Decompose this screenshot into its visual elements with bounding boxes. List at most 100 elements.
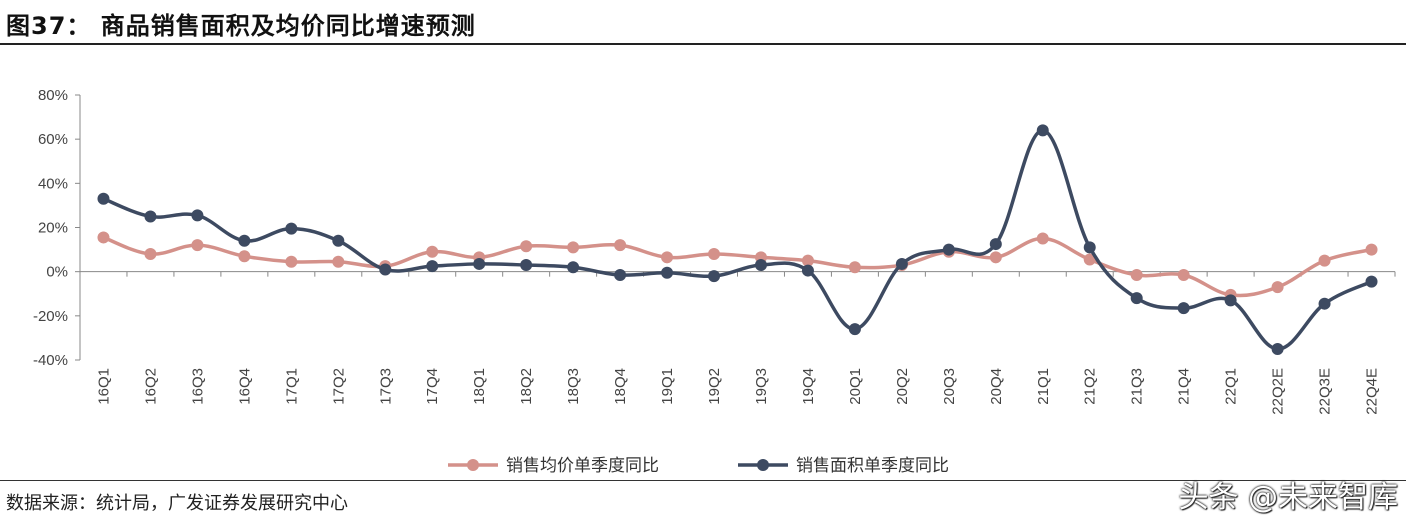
data-point — [1318, 297, 1331, 310]
data-point — [708, 270, 721, 283]
x-tick-label: 20Q3 — [941, 368, 958, 405]
x-tick-label: 16Q1 — [95, 368, 112, 405]
x-tick-label: 18Q3 — [565, 368, 582, 405]
y-tick-label: 80% — [38, 87, 68, 104]
x-tick-label: 18Q2 — [518, 368, 535, 405]
data-point — [97, 192, 110, 205]
data-point — [191, 239, 204, 252]
legend: 销售均价单季度同比 销售面积单季度同比 — [448, 456, 949, 476]
x-tick-label: 21Q1 — [1035, 368, 1052, 405]
title-divider — [0, 43, 1406, 45]
data-point — [1083, 241, 1096, 254]
data-point — [1130, 292, 1143, 305]
data-point — [1365, 243, 1378, 256]
x-tick-label: 17Q3 — [377, 368, 394, 405]
legend-item: 销售面积单季度同比 — [738, 456, 949, 476]
line-chart: -40%-20%0%20%40%60%80% 16Q1 16Q2 16Q3 16Q4 1… — [33, 87, 1396, 476]
x-tick-label: 17Q2 — [330, 368, 347, 405]
data-point — [801, 254, 814, 267]
data-point — [989, 251, 1002, 264]
x-tick-label: 22Q3E — [1317, 368, 1334, 415]
data-point — [144, 210, 157, 223]
y-tick-label: 40% — [38, 175, 68, 192]
data-point — [1083, 253, 1096, 266]
x-tick-label: 17Q4 — [424, 368, 441, 405]
x-tick-label: 19Q2 — [706, 368, 723, 405]
data-point — [1271, 342, 1284, 355]
x-tick-label: 18Q4 — [612, 368, 629, 405]
data-point — [426, 260, 439, 273]
data-point — [473, 257, 486, 270]
x-tick-label: 21Q3 — [1129, 368, 1146, 405]
data-point — [285, 222, 298, 235]
x-tick-label: 20Q2 — [894, 368, 911, 405]
data-point — [801, 264, 814, 277]
x-tick-label: 21Q2 — [1082, 368, 1099, 405]
x-tick-label: 19Q3 — [753, 368, 770, 405]
x-tick-label: 20Q1 — [847, 368, 864, 405]
y-tick-label: 20% — [38, 220, 68, 237]
data-point — [848, 323, 861, 336]
y-axis: -40% -20% 0% 20% 40% 60% 80% — [33, 87, 81, 369]
data-point — [942, 243, 955, 256]
data-point — [1224, 294, 1237, 307]
data-point — [238, 250, 251, 263]
x-tick-label: 19Q1 — [659, 368, 676, 405]
data-point — [426, 245, 439, 258]
legend-label: 销售面积单季度同比 — [796, 456, 949, 476]
data-point — [989, 238, 1002, 251]
data-point — [238, 234, 251, 247]
data-point — [567, 261, 580, 274]
source-note: 数据来源：统计局，广发证券发展研究中心 — [6, 493, 348, 514]
data-point — [848, 261, 861, 274]
series-layer — [97, 124, 1378, 355]
data-point — [614, 239, 627, 252]
data-point — [1036, 232, 1049, 245]
y-tick-label: -40% — [33, 352, 68, 369]
data-point — [1177, 268, 1190, 281]
data-point — [1177, 302, 1190, 315]
x-tick-label: 22Q2E — [1270, 368, 1287, 415]
data-point — [1365, 275, 1378, 288]
watermark: 头条 @未来智库 — [1178, 480, 1398, 515]
legend-swatch-marker — [757, 459, 769, 471]
y-tick-label: 0% — [46, 264, 68, 281]
x-tick-label: 18Q1 — [471, 368, 488, 405]
figure-title: 图37： 商品销售面积及均价同比增速预测 — [6, 12, 476, 40]
data-point — [1271, 281, 1284, 294]
data-point — [520, 240, 533, 253]
data-point — [285, 255, 298, 268]
series-2 — [97, 124, 1378, 355]
data-point — [567, 241, 580, 254]
data-point — [754, 259, 767, 272]
x-axis: 16Q1 16Q2 16Q3 16Q4 17Q1 17Q2 17Q3 17Q4 18Q1 18Q2… — [79, 271, 1396, 415]
x-tick-label: 17Q1 — [283, 368, 300, 405]
series-line — [102, 235, 1372, 298]
x-tick-label: 22Q4E — [1364, 368, 1381, 415]
data-point — [332, 255, 345, 268]
y-tick-label: 60% — [38, 131, 68, 148]
series-1 — [97, 231, 1378, 301]
data-point — [97, 231, 110, 244]
data-point — [708, 248, 721, 260]
x-tick-label: 16Q4 — [236, 368, 253, 405]
series-line — [102, 128, 1373, 351]
data-point — [895, 257, 908, 270]
legend-swatch-marker — [467, 459, 479, 471]
data-point — [1130, 268, 1143, 281]
x-tick-label: 22Q1 — [1223, 368, 1240, 405]
data-point — [520, 259, 533, 272]
data-point — [144, 248, 157, 260]
x-tick-label: 21Q4 — [1176, 368, 1193, 405]
x-tick-label: 16Q3 — [189, 368, 206, 405]
source-divider — [0, 480, 1406, 481]
data-point — [661, 266, 674, 279]
data-point — [191, 209, 204, 222]
data-point — [1036, 124, 1049, 137]
data-point — [661, 251, 674, 264]
y-tick-label: -20% — [33, 308, 68, 325]
x-tick-label: 20Q4 — [988, 368, 1005, 405]
data-point — [332, 234, 345, 247]
x-tick-label: 19Q4 — [800, 368, 817, 405]
legend-item: 销售均价单季度同比 — [448, 456, 659, 476]
